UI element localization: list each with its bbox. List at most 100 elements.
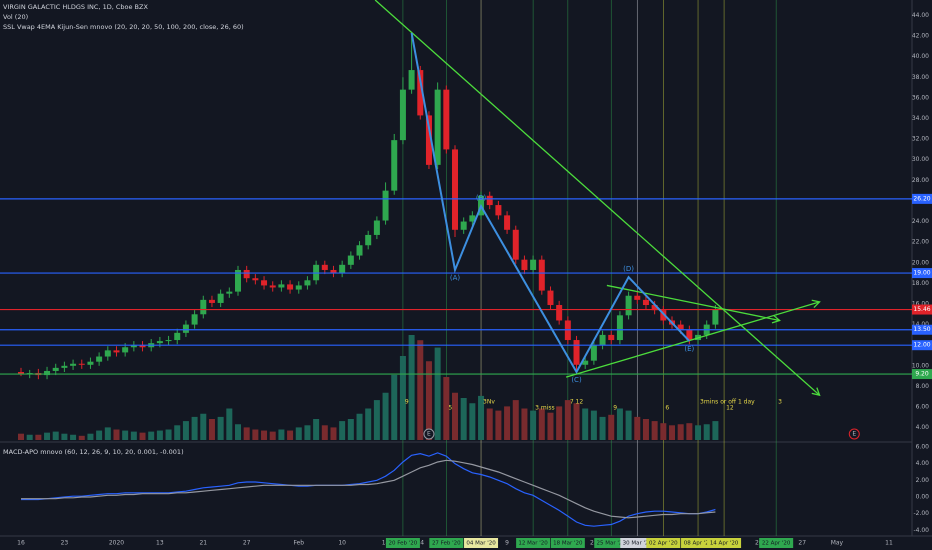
volume-bar — [582, 408, 589, 440]
candle-body — [599, 334, 606, 346]
level-price-label: 15.46 — [913, 306, 930, 313]
volume-bar — [235, 424, 241, 440]
event-note: 3Nv — [483, 399, 495, 406]
volume-bar — [182, 421, 189, 440]
candle-body — [243, 269, 250, 279]
trendline-arrow — [771, 314, 781, 324]
volume-bar — [478, 395, 485, 440]
candle-body — [165, 340, 172, 342]
candle-body — [321, 264, 328, 270]
volume-bar — [556, 406, 563, 440]
volume-bar — [512, 400, 519, 440]
candle-body — [78, 363, 85, 365]
candle-body — [261, 280, 268, 286]
candle-body — [156, 341, 163, 344]
candle-body — [130, 345, 137, 348]
event-note: 9 — [405, 399, 409, 406]
candle-body — [417, 70, 424, 116]
volume-bar — [313, 418, 320, 440]
volume-bar — [165, 429, 172, 440]
candle-body — [582, 360, 589, 365]
candle-body — [547, 290, 554, 306]
volume-bar — [191, 416, 198, 440]
volume-bar — [651, 421, 658, 440]
volume-bar — [96, 430, 103, 440]
candle-body — [139, 345, 146, 348]
x-tick-label: Feb — [293, 540, 304, 547]
volume-bar — [504, 406, 511, 440]
candle-body — [382, 190, 389, 221]
date-tag-label: 18 Mar '20 — [553, 541, 583, 547]
volume-bar — [452, 392, 458, 440]
volume-bar — [113, 429, 120, 440]
y-tick-label: 40.00 — [912, 53, 929, 60]
candle-body — [347, 255, 354, 265]
level-price-tag — [912, 304, 932, 315]
candle-body — [608, 334, 615, 341]
volume-bar — [391, 374, 398, 440]
volume-title: Vol (20) — [3, 13, 28, 21]
volume-bar — [434, 347, 441, 440]
volume-bar — [564, 400, 571, 440]
trendline — [606, 284, 780, 322]
x-tick-label: 10 — [338, 540, 346, 547]
volume-bar — [321, 425, 328, 440]
chart-title: VIRGIN GALACTIC HLDGS INC, 1D, Cboe BZX — [3, 3, 148, 11]
candle-body — [96, 356, 103, 362]
x-tick-label: 2020 — [109, 540, 124, 547]
y-tick-label: 20.00 — [912, 259, 929, 266]
macd-tick-label: 2.00 — [916, 477, 930, 484]
candle-body — [226, 291, 233, 294]
volume-bar — [599, 416, 606, 440]
x-tick-label: 14 — [382, 540, 390, 547]
y-tick-label: 34.00 — [912, 115, 929, 122]
volume-bar — [365, 408, 372, 440]
level-price-label: 13.50 — [913, 326, 930, 333]
volume-bar — [625, 410, 632, 440]
x-tick-label: 16 — [17, 540, 25, 547]
earnings-marker — [423, 428, 435, 440]
macd-tick-label: 4.00 — [916, 460, 930, 467]
volume-bar — [703, 424, 710, 440]
volume-bar — [44, 432, 51, 440]
event-note: 5 — [448, 405, 452, 412]
candle-body — [52, 367, 59, 371]
volume-bar — [573, 403, 580, 440]
candle-body — [330, 269, 337, 274]
volume-bar — [660, 423, 667, 440]
event-note: 7 12 — [570, 399, 584, 406]
macd-line — [21, 452, 716, 527]
level-price-tag — [912, 268, 932, 279]
date-tag — [550, 538, 585, 548]
volume-bar — [530, 410, 537, 440]
volume-bar — [122, 430, 129, 440]
x-tick-label: 11 — [885, 540, 893, 547]
volume-bar — [538, 408, 545, 440]
candle-body — [486, 195, 493, 206]
volume-bar — [486, 408, 493, 440]
date-tag — [385, 538, 420, 548]
candle-body — [122, 347, 129, 353]
x-tick-label: 23 — [61, 540, 69, 547]
candle-body — [217, 293, 224, 303]
candle-body — [200, 299, 207, 315]
date-tag — [646, 538, 681, 548]
volume-bar — [35, 434, 42, 440]
y-tick-label: 28.00 — [912, 177, 929, 184]
volume-bar — [52, 431, 59, 440]
volume-bar — [339, 421, 346, 440]
candle-body — [373, 220, 380, 235]
volume-bar — [590, 410, 597, 440]
y-tick-label: 44.00 — [912, 12, 929, 19]
candle-body — [495, 205, 502, 216]
x-tick-label: 23 — [590, 540, 598, 547]
earnings-marker — [848, 428, 860, 440]
event-note: 12 — [726, 405, 734, 412]
volume-bar — [148, 431, 155, 440]
macd-tick-label: -2.00 — [913, 510, 929, 517]
candle-body — [44, 370, 51, 376]
candle-body — [425, 115, 432, 165]
x-tick-label: May — [831, 540, 844, 547]
